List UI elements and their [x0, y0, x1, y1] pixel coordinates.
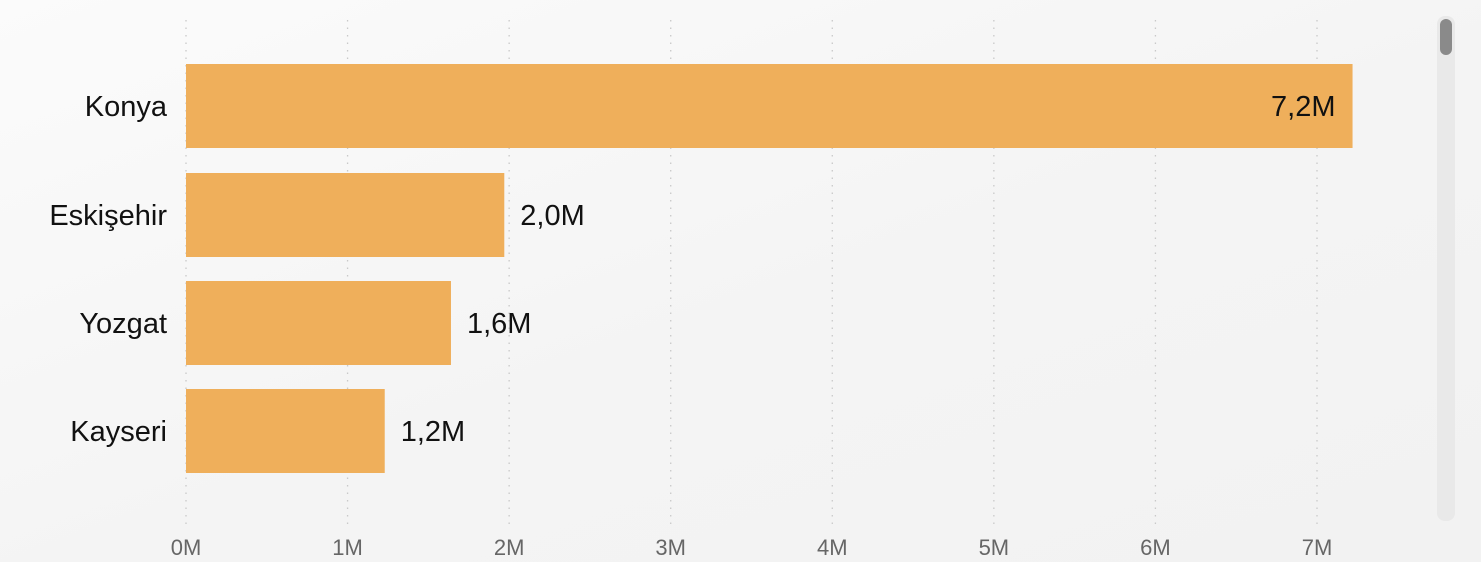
data-label: 2,0M	[520, 200, 584, 232]
data-label: 1,2M	[401, 416, 465, 448]
x-tick-label: 3M	[655, 535, 686, 560]
x-tick-label: 4M	[817, 535, 848, 560]
category-label: Kayseri	[70, 416, 167, 448]
x-tick-label: 1M	[332, 535, 363, 560]
data-label: 1,6M	[467, 308, 531, 340]
x-tick-label: 6M	[1140, 535, 1171, 560]
x-tick-label: 7M	[1302, 535, 1333, 560]
bar	[186, 64, 1353, 148]
vertical-scrollbar[interactable]	[1437, 16, 1455, 521]
bar	[186, 389, 385, 473]
x-tick-label: 2M	[494, 535, 525, 560]
x-tick-label: 0M	[171, 535, 202, 560]
data-label: 7,2M	[1271, 91, 1335, 123]
bar	[186, 173, 505, 257]
scrollbar-thumb[interactable]	[1440, 19, 1452, 55]
category-label: Yozgat	[79, 308, 167, 340]
x-tick-label: 5M	[979, 535, 1010, 560]
category-label: Eskişehir	[49, 200, 167, 232]
category-label: Konya	[85, 91, 168, 123]
bar	[186, 281, 451, 365]
